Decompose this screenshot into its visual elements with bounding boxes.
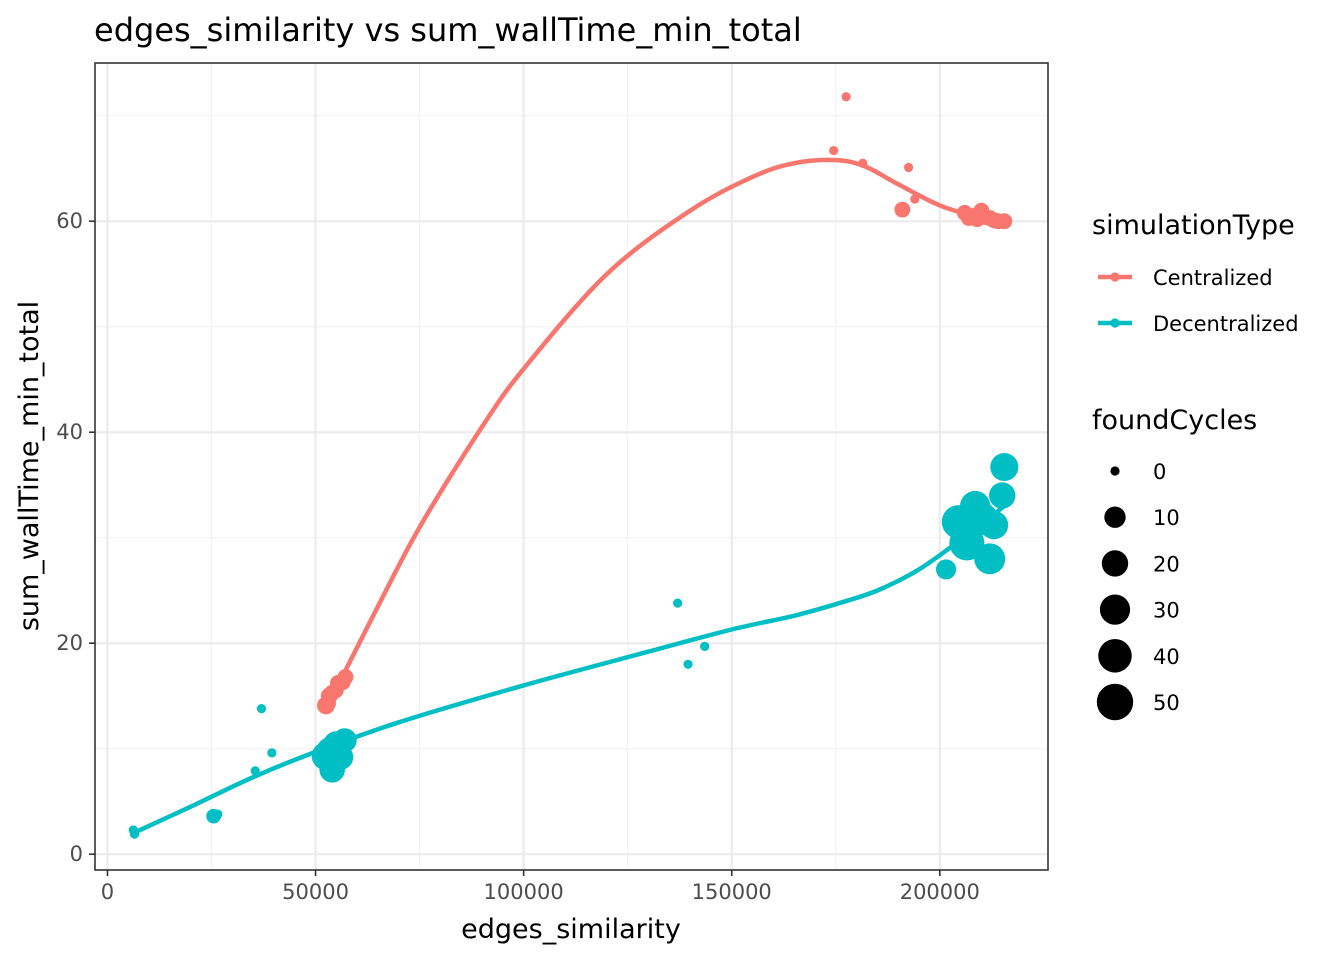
point-decentralized (990, 453, 1019, 482)
size-legend-label: 20 (1153, 552, 1180, 576)
point-decentralized (250, 766, 260, 776)
legend-key-point (1110, 272, 1120, 282)
chart-title: edges_similarity vs sum_wallTime_min_tot… (94, 11, 802, 49)
legend-key-point (1110, 318, 1120, 328)
x-axis: 0 50000 100000 150000 200000 (101, 870, 980, 904)
size-legend-label: 50 (1153, 691, 1180, 715)
point-centralized (910, 194, 920, 204)
point-decentralized (936, 559, 957, 580)
point-decentralized (700, 641, 710, 651)
legend-label: Decentralized (1153, 312, 1299, 336)
point-decentralized (979, 510, 1009, 540)
size-legend-key (1110, 466, 1120, 476)
point-decentralized (256, 704, 267, 714)
y-tick-label: 0 (70, 842, 83, 866)
point-decentralized (332, 728, 357, 753)
size-legend-key (1098, 639, 1132, 673)
point-centralized (337, 669, 354, 685)
color-legend-title: simulationType (1092, 210, 1295, 241)
panel-border (94, 62, 1049, 871)
size-legend-keys: 0 10 20 30 40 50 (1096, 460, 1180, 721)
size-legend-label: 30 (1153, 599, 1180, 623)
size-legend-label: 40 (1153, 645, 1180, 669)
point-centralized (903, 162, 914, 173)
grid-lines (95, 63, 1048, 870)
size-legend-key (1101, 550, 1129, 577)
smooth-line-decentralized (131, 503, 1007, 836)
point-decentralized (989, 482, 1016, 509)
smooth-lines (131, 157, 1007, 836)
point-decentralized (949, 525, 985, 561)
size-legend-key (1096, 683, 1134, 721)
plot-panel (94, 62, 1049, 871)
point-decentralized (267, 748, 277, 758)
x-axis-title: edges_similarity (461, 914, 681, 945)
y-tick-label: 60 (56, 209, 83, 233)
size-legend-label: 0 (1153, 460, 1166, 484)
point-decentralized (683, 659, 693, 669)
x-tick-label: 50000 (282, 880, 349, 904)
point-decentralized (129, 829, 140, 839)
point-centralized (894, 201, 911, 218)
x-tick-label: 0 (101, 880, 114, 904)
point-centralized (841, 92, 851, 102)
legend: simulationType CentralizedDecentralized … (1092, 210, 1299, 721)
point-centralized (829, 145, 839, 156)
x-tick-label: 100000 (484, 880, 564, 904)
size-legend-label: 10 (1153, 506, 1180, 530)
x-tick-label: 200000 (900, 880, 980, 904)
point-centralized (996, 213, 1013, 230)
smooth-line-centralized (323, 157, 1007, 708)
data-points (128, 92, 1019, 839)
size-legend-key (1099, 594, 1131, 625)
point-decentralized (673, 598, 683, 608)
y-axis: 0 20 40 60 (56, 209, 95, 866)
size-legend-key (1104, 506, 1126, 528)
color-legend-keys: Centralized Decentralized (1098, 266, 1299, 336)
y-tick-label: 40 (56, 420, 83, 444)
y-axis-title: sum_wallTime_min_total (14, 301, 45, 631)
size-legend-title: foundCycles (1092, 405, 1257, 436)
legend-label: Centralized (1153, 266, 1273, 290)
point-decentralized (213, 809, 223, 819)
point-centralized (858, 158, 868, 168)
y-tick-label: 20 (56, 631, 83, 655)
point-decentralized (974, 543, 1006, 575)
x-tick-label: 150000 (692, 880, 772, 904)
